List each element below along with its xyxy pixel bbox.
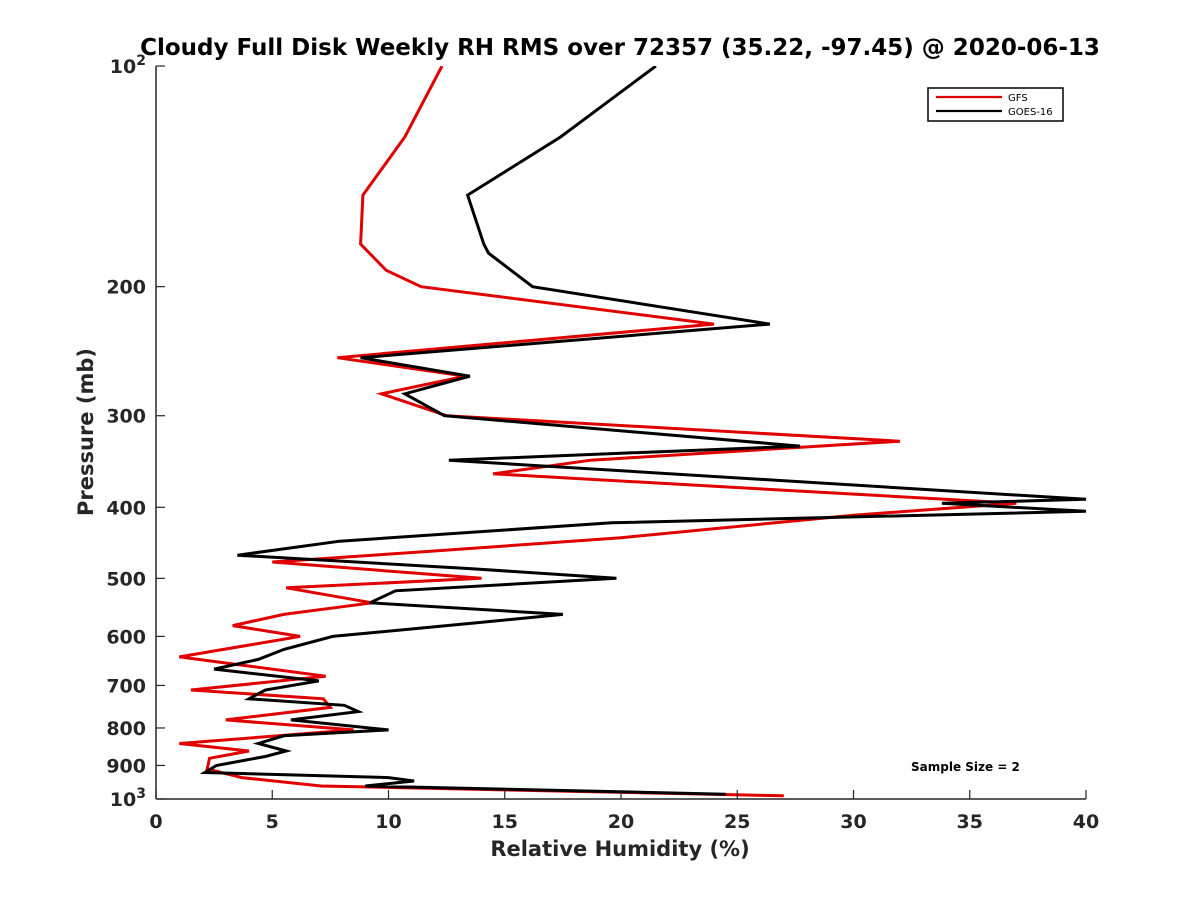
x-tick-label: 10 [375,811,401,833]
y-axis-label: Pressure (mb) [74,348,98,516]
chart-title: Cloudy Full Disk Weekly RH RMS over 7235… [140,35,1100,61]
legend-label-goes16: GOES-16 [1008,107,1053,118]
legend: GFS GOES-16 [927,87,1064,122]
y-tick-label: 600 [106,626,146,648]
y-tick-label: 200 [106,277,146,299]
sample-size-annotation: Sample Size = 2 [911,760,1020,774]
y-tick-label: 800 [106,718,146,740]
plot-area: 0 5 10 15 20 25 30 35 40 102 200 300 400 500 600 700 800… [106,53,1099,833]
series-line-gfs [179,66,1017,798]
y-tick-label: 700 [106,675,146,697]
x-tick-label: 20 [608,811,634,833]
plot-background [156,66,1086,799]
y-tick-label: 400 [106,497,146,519]
x-tick-label: 40 [1073,811,1099,833]
x-tick-label: 5 [266,811,279,833]
series-line-goes-16 [199,66,1087,796]
y-tick-label: 102 [110,53,146,78]
x-tick-label: 25 [724,811,750,833]
y-tick-label: 500 [106,568,146,590]
y-tick-label: 900 [106,755,146,777]
axes-layer: 0 5 10 15 20 25 30 35 40 102 200 300 400 500 600 700 800… [106,53,1099,833]
legend-label-gfs: GFS [1008,93,1028,104]
x-tick-label: 15 [492,811,518,833]
y-tick-label: 300 [106,406,146,428]
legend-box [927,87,1064,122]
x-tick-label: 35 [957,811,983,833]
series-layer [179,66,1087,798]
x-axis-label: Relative Humidity (%) [490,837,749,861]
y-tick-label: 103 [110,786,146,811]
x-tick-label: 0 [149,811,162,833]
x-tick-label: 30 [840,811,866,833]
